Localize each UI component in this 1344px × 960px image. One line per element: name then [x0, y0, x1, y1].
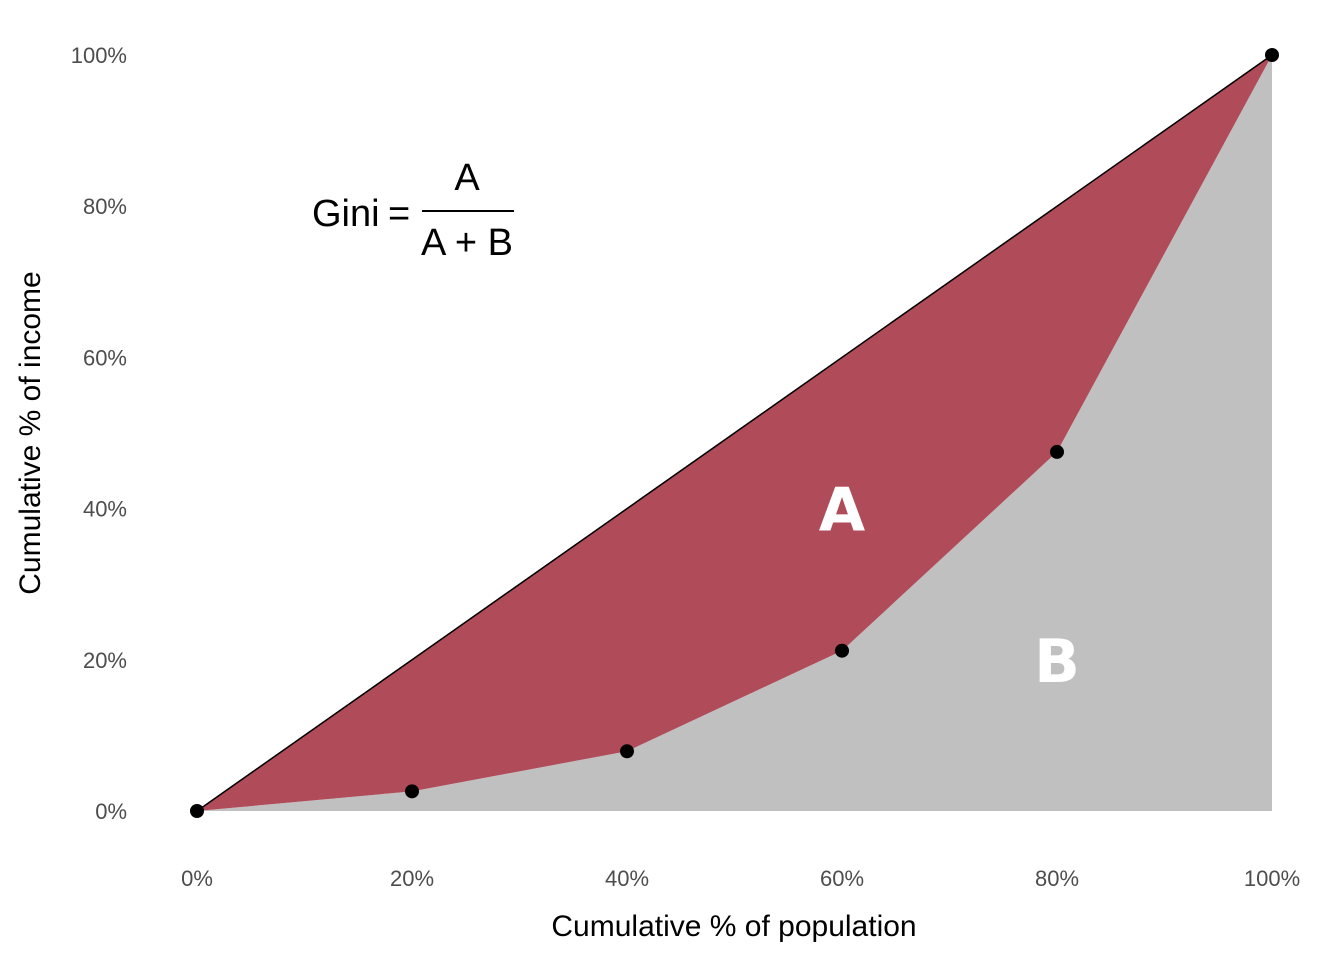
lorenz-points	[190, 48, 1279, 818]
x-tick-label-2: 40%	[605, 866, 649, 891]
lorenz-point-3	[835, 643, 849, 658]
y-tick-label-2: 40%	[83, 497, 127, 522]
lorenz-point-2	[620, 744, 634, 759]
x-tick-label-3: 60%	[820, 866, 864, 891]
x-axis-ticks: 0% 20% 40% 60% 80% 100%	[181, 866, 1300, 891]
x-tick-label-1: 20%	[390, 866, 434, 891]
x-tick-label-4: 80%	[1035, 866, 1079, 891]
lorenz-point-0	[190, 804, 204, 818]
x-tick-label-0: 0%	[181, 866, 213, 891]
y-axis-title: Cumulative % of income	[14, 271, 47, 594]
area-b-region	[197, 55, 1272, 811]
y-tick-label-3: 60%	[83, 345, 127, 370]
y-tick-label-5: 100%	[71, 43, 127, 68]
formula-numerator: A	[454, 157, 480, 199]
y-tick-label-4: 80%	[83, 194, 127, 219]
lorenz-point-4	[1050, 444, 1064, 459]
gini-formula: Gini = A A + B	[312, 157, 514, 264]
y-tick-label-0: 0%	[95, 799, 127, 824]
y-axis-ticks: 0% 20% 40% 60% 80% 100%	[71, 43, 127, 824]
equality-line	[196, 54, 1273, 812]
y-tick-label-1: 20%	[83, 648, 127, 673]
area-a-label: A	[819, 476, 866, 546]
formula-denominator: A + B	[421, 222, 513, 264]
x-tick-label-5: 100%	[1244, 866, 1300, 891]
formula-equals: =	[388, 193, 410, 235]
x-axis-title: Cumulative % of population	[551, 910, 916, 943]
lorenz-point-5	[1265, 48, 1279, 62]
lorenz-point-1	[405, 784, 419, 799]
area-b-label: B	[1034, 627, 1080, 697]
formula-lhs: Gini	[312, 193, 380, 235]
